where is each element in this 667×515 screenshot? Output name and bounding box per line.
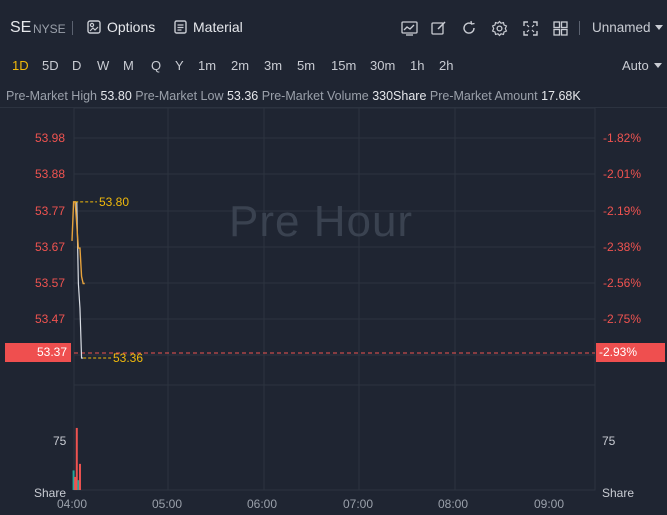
account-dropdown[interactable]: Unnamed xyxy=(592,20,663,35)
pm-volume-label: Pre-Market Volume xyxy=(261,89,369,103)
timeframe-w[interactable]: W xyxy=(97,58,110,73)
timeframe-2m[interactable]: 2m xyxy=(231,58,250,73)
time-tick: 05:00 xyxy=(152,497,183,511)
percent-tick: -2.56% xyxy=(603,276,642,290)
low-marker-label: 53.36 xyxy=(113,351,144,365)
price-tick: 53.67 xyxy=(35,240,66,254)
timeframe-q[interactable]: Q xyxy=(151,58,162,73)
volume-bar xyxy=(75,427,78,490)
percent-tick: -2.75% xyxy=(603,312,642,326)
timeframe-y[interactable]: Y xyxy=(175,58,184,73)
timeframe-2h[interactable]: 2h xyxy=(439,58,454,73)
percent-tick: -2.38% xyxy=(603,240,642,254)
price-line xyxy=(71,201,85,285)
session-watermark: Pre Hour xyxy=(229,197,414,246)
fullscreen-icon[interactable] xyxy=(519,17,541,39)
document-icon xyxy=(174,20,187,34)
exchange-label: NYSE xyxy=(33,22,66,36)
time-tick: 08:00 xyxy=(438,497,469,511)
settings-icon[interactable] xyxy=(488,17,510,39)
volume-tick-left: 75 xyxy=(53,434,67,448)
timeframe-30m[interactable]: 30m xyxy=(370,58,396,73)
options-icon xyxy=(87,20,101,34)
timeframe-5m[interactable]: 5m xyxy=(297,58,316,73)
symbol-label[interactable]: SE xyxy=(10,19,32,36)
pm-amount-label: Pre-Market Amount xyxy=(429,89,538,103)
options-button[interactable]: Options xyxy=(87,19,155,35)
high-marker-label: 53.80 xyxy=(99,195,130,209)
current-price-tag: 53.37 xyxy=(5,343,71,362)
time-tick: 04:00 xyxy=(57,497,88,511)
chevron-down-icon xyxy=(654,24,663,30)
account-label: Unnamed xyxy=(592,20,651,35)
pm-high-value: 53.80 xyxy=(100,89,132,103)
auto-scale-dropdown[interactable]: Auto xyxy=(622,58,662,73)
time-tick: 09:00 xyxy=(534,497,565,511)
timeframe-3m[interactable]: 3m xyxy=(264,58,283,73)
percent-tick: -1.82% xyxy=(603,131,642,145)
price-tick: 53.88 xyxy=(35,167,66,181)
timeframe-1m[interactable]: 1m xyxy=(198,58,217,73)
pm-low-value: 53.36 xyxy=(226,89,259,103)
pm-high-label: Pre-Market High xyxy=(6,89,97,103)
pm-amount-value: 17.68K xyxy=(541,89,581,103)
price-tick: 53.98 xyxy=(35,131,66,145)
material-button[interactable]: Material xyxy=(174,19,243,35)
options-label: Options xyxy=(107,19,156,35)
reset-icon[interactable] xyxy=(458,17,480,39)
volume-bar xyxy=(77,480,80,490)
timeframe-1h[interactable]: 1h xyxy=(410,58,425,73)
price-tick: 53.77 xyxy=(35,204,66,218)
draw-icon[interactable] xyxy=(428,17,450,39)
premarket-info: Pre-Market High 53.80 Pre-Market Low 53.… xyxy=(6,89,581,103)
material-label: Material xyxy=(193,19,243,35)
chevron-down-icon xyxy=(653,62,662,68)
volume-bar xyxy=(78,463,81,490)
timeframe-1d[interactable]: 1D xyxy=(12,58,29,73)
volume-tick-right: 75 xyxy=(602,434,616,448)
top-toolbar: SE NYSE Options Material Unnamed xyxy=(0,0,667,54)
pm-low-label: Pre-Market Low xyxy=(135,89,224,103)
time-tick: 06:00 xyxy=(247,497,278,511)
toolbar-divider-right xyxy=(579,21,580,35)
time-tick: 07:00 xyxy=(343,497,374,511)
current-percent-tag: -2.93% xyxy=(596,343,665,362)
volume-unit-left: Share xyxy=(34,486,67,500)
toolbar-divider xyxy=(72,21,73,35)
auto-label: Auto xyxy=(622,58,649,73)
pm-volume-value: 330Share xyxy=(372,89,427,103)
volume-bar xyxy=(74,476,77,490)
timeframe-5d[interactable]: 5D xyxy=(42,58,59,73)
volume-bar xyxy=(72,470,75,490)
chart-type-icon[interactable] xyxy=(398,17,420,39)
timeframe-d[interactable]: D xyxy=(72,58,82,73)
timeframe-15m[interactable]: 15m xyxy=(331,58,357,73)
volume-unit-right: Share xyxy=(602,486,635,500)
price-tick: 53.57 xyxy=(35,276,66,290)
price-tick: 53.47 xyxy=(35,312,66,326)
layout-grid-icon[interactable] xyxy=(549,17,571,39)
percent-tick: -2.01% xyxy=(603,167,642,181)
price-line-secondary xyxy=(76,201,84,359)
percent-tick: -2.19% xyxy=(603,204,642,218)
plot-frame xyxy=(73,107,596,491)
timeframe-m[interactable]: M xyxy=(123,58,134,73)
